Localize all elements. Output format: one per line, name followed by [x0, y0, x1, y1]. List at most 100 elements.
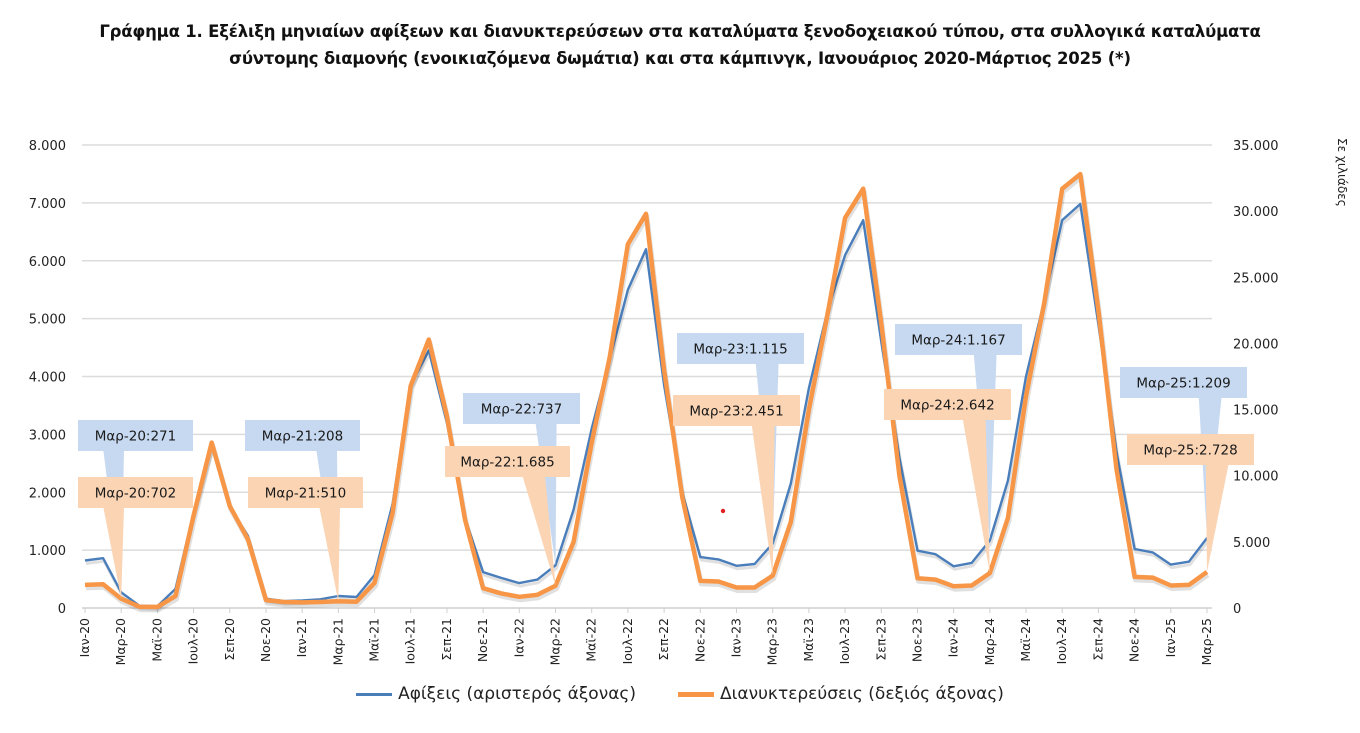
legend-item-arrivals: Αφίξεις (αριστερός άξονας)	[356, 684, 636, 704]
x-tick-label: Νοε-22	[692, 618, 707, 662]
callout-pointer	[522, 476, 556, 586]
nights-line	[84, 171, 1209, 610]
left-y-tick-label: 7.000	[29, 197, 66, 212]
x-tick-label: Μαϊ-20	[149, 618, 164, 662]
nights-callout: Μαρ-21:510	[248, 477, 363, 602]
red-dot-marker	[720, 508, 726, 514]
callout-label: Μαρ-25:1.209	[1136, 376, 1230, 392]
callout-label: Μαρ-21:510	[265, 486, 346, 502]
chart-title-line-1: Γράφημα 1. Εξέλιξη μηνιαίων αφίξεων και …	[99, 22, 1261, 41]
callout-pointer	[319, 507, 340, 602]
x-tick-label: Σεπ-24	[1090, 618, 1105, 661]
x-tick-label: Ιουλ-23	[837, 618, 852, 664]
arrivals-callout: Μαρ-22:737	[463, 393, 580, 566]
left-y-tick-label: 4.000	[29, 371, 66, 386]
x-tick-label: Μαϊ-22	[584, 618, 599, 662]
right-y-tick-label: 15.000	[1233, 404, 1279, 419]
left-y-tick-label: 8.000	[29, 139, 66, 154]
right-y-tick-label: 5.000	[1233, 536, 1270, 551]
callouts: Μαρ-20:271 Μαρ-20:702 Μαρ-21:208 Μαρ-21:510…	[78, 324, 1254, 602]
x-tick-label: Μαϊ-21	[367, 618, 382, 662]
x-tick-label: Μαϊ-24	[1018, 618, 1033, 662]
legend-swatch-nights	[678, 691, 715, 697]
x-tick-label: Μαρ-20	[113, 618, 128, 665]
x-tick-label: Νοε-20	[258, 618, 273, 662]
x-tick-label: Ιαν-25	[1163, 618, 1178, 657]
x-tick-label: Σεπ-20	[222, 618, 237, 661]
x-tick-label: Ιαν-23	[728, 618, 743, 657]
x-tick-label: Σεπ-21	[439, 618, 454, 661]
callout-label: Μαρ-21:208	[262, 429, 343, 445]
callout-box	[895, 324, 1022, 355]
nights-callout: Μαρ-23:2.451	[673, 395, 800, 576]
callout-box	[78, 420, 193, 451]
x-tick-label: Ιουλ-22	[620, 618, 635, 664]
x-tick-label: Νοε-24	[1127, 618, 1142, 662]
x-tick-label: Νοε-23	[909, 618, 924, 662]
right-y-tick-label: 0	[1233, 602, 1241, 617]
nights-line-shadow	[85, 174, 1210, 613]
callout-box	[445, 446, 570, 477]
legend-swatch-arrivals	[356, 692, 393, 696]
left-y-tick-label: 6.000	[29, 255, 66, 270]
x-tick-label: Σεπ-23	[873, 618, 888, 661]
left-y-tick-label: 2.000	[29, 486, 66, 501]
callout-box	[884, 389, 1011, 420]
x-tick-label: Μαρ-24	[982, 618, 997, 665]
callout-box	[1120, 367, 1247, 398]
callout-label: Μαρ-24:2.642	[900, 398, 994, 414]
chart-title: Γράφημα 1. Εξέλιξη μηνιαίων αφίξεων και …	[0, 18, 1360, 72]
nights-callout: Μαρ-25:2.728	[1127, 434, 1254, 572]
right-y-tick-label: 20.000	[1233, 337, 1279, 352]
callout-pointer	[962, 419, 990, 574]
left-y-tick-label: 1.000	[29, 544, 66, 559]
x-tick-label: Μαρ-22	[548, 618, 563, 665]
arrivals-line	[84, 202, 1208, 608]
x-tick-label: Νοε-21	[475, 618, 490, 662]
x-axis: Ιαν-20 Μαρ-20 Μαϊ-20 Ιουλ-20 Σεπ-20 Νοε-20 Ιαν…	[77, 608, 1214, 665]
callout-box	[248, 477, 363, 508]
left-y-tick-label: 5.000	[29, 313, 66, 328]
chart-title-line-2: σύντομης διαμονής (ενοικιαζόμενα δωμάτια…	[229, 49, 1131, 68]
legend-label-arrivals: Αφίξεις (αριστερός άξονας)	[398, 684, 637, 704]
x-tick-label: Σεπ-22	[656, 618, 671, 661]
x-tick-label: Μαρ-25	[1199, 618, 1214, 665]
callout-box	[673, 395, 800, 426]
callout-label: Μαρ-22:737	[481, 402, 562, 418]
x-tick-label: Ιαν-24	[946, 618, 961, 657]
right-y-tick-label: 10.000	[1233, 470, 1279, 485]
left-y-tick-label: 3.000	[29, 428, 66, 443]
callout-label: Μαρ-23:2.451	[689, 404, 783, 420]
nights-callout: Μαρ-20:702	[78, 477, 193, 599]
callout-label: Μαρ-20:271	[95, 429, 176, 445]
callout-box	[677, 333, 804, 364]
x-tick-label: Ιουλ-20	[186, 618, 201, 664]
x-tick-label: Μαρ-21	[330, 618, 345, 665]
left-y-axis: 0 1.000 2.000 3.000 4.000 5.000 6.000 7.000 8.00…	[29, 139, 66, 617]
x-tick-label: Μαρ-23	[765, 618, 780, 665]
callout-label: Μαρ-20:702	[95, 486, 176, 502]
right-y-tick-label: 30.000	[1233, 205, 1279, 220]
callout-label: Μαρ-23:1.115	[693, 342, 787, 358]
legend-item-nights: Διανυκτερεύσεις (δεξιός άξονας)	[678, 684, 1004, 704]
left-y-tick-label: 0	[58, 602, 66, 617]
x-tick-label: Ιαν-21	[294, 618, 309, 657]
callout-pointer	[751, 425, 775, 576]
x-tick-label: Ιουλ-24	[1054, 618, 1069, 664]
callout-label: Μαρ-24:1.167	[911, 333, 1005, 349]
callout-box	[463, 393, 580, 424]
x-tick-label: Ιουλ-21	[403, 618, 418, 664]
callout-label: Μαρ-25:2.728	[1143, 443, 1237, 459]
callout-pointer	[103, 507, 124, 599]
arrivals-line-shadow	[85, 205, 1210, 611]
series-lines	[84, 171, 1210, 613]
x-tick-label: Μαϊ-23	[801, 618, 816, 662]
right-axis-unit-label: Σε χιλιάδες	[1335, 138, 1349, 207]
nights-callout: Μαρ-24:2.642	[884, 389, 1011, 574]
right-y-tick-label: 35.000	[1233, 139, 1279, 154]
right-y-tick-label: 25.000	[1233, 271, 1279, 286]
callout-box	[1127, 434, 1254, 465]
nights-callout: Μαρ-22:1.685	[445, 446, 570, 586]
x-tick-label: Ιαν-20	[77, 618, 92, 657]
